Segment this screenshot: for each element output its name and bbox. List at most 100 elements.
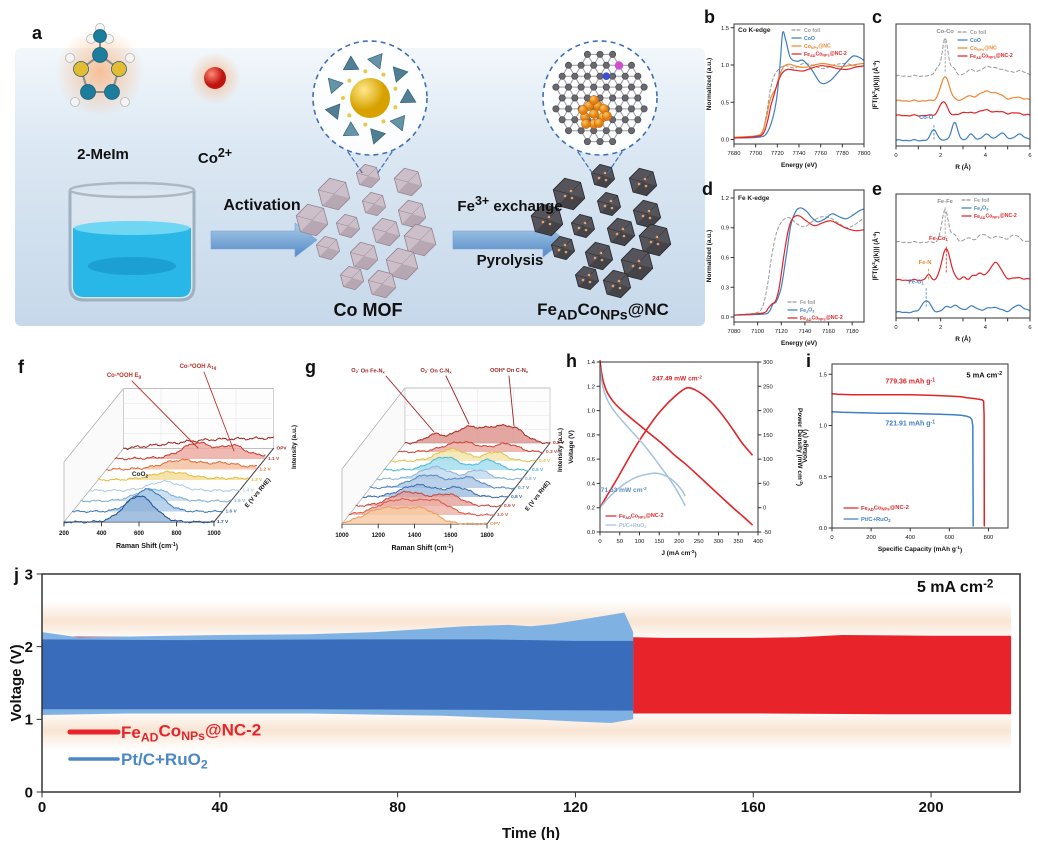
svg-text:Pt/C+RuO2: Pt/C+RuO2 bbox=[861, 517, 891, 523]
svg-text:0.9 V: 0.9 V bbox=[504, 503, 516, 509]
svg-text:Fe-N: Fe-N bbox=[919, 260, 932, 266]
svg-text:1.2: 1.2 bbox=[721, 196, 729, 202]
svg-text:R (Å): R (Å) bbox=[955, 334, 971, 343]
fe-exafs-chart: 0 2 4 6 R (Å) |FT(k3χ(k))| (Å-4) Fe-Fe Fe-Co1 Fe… bbox=[871, 193, 1032, 343]
svg-text:200: 200 bbox=[674, 539, 684, 545]
svg-text:80: 80 bbox=[389, 799, 406, 816]
svg-text:400: 400 bbox=[753, 539, 763, 545]
svg-text:FeADCoNPs@NC-2: FeADCoNPs@NC-2 bbox=[974, 213, 1017, 220]
svg-text:|FT(k3χ(k))| (Å-4): |FT(k3χ(k))| (Å-4) bbox=[871, 61, 881, 110]
svg-text:600: 600 bbox=[134, 531, 145, 537]
svg-text:200: 200 bbox=[763, 409, 773, 415]
fe-exchange-label: Fe3+ exchange bbox=[457, 194, 563, 215]
svg-text:0.8 V: 0.8 V bbox=[511, 494, 523, 500]
svg-text:CoO: CoO bbox=[970, 38, 981, 44]
svg-text:200: 200 bbox=[866, 535, 876, 541]
svg-text:0.6 V: 0.6 V bbox=[525, 476, 537, 482]
svg-text:R (Å): R (Å) bbox=[955, 162, 971, 171]
svg-text:0.3: 0.3 bbox=[721, 285, 729, 291]
svg-text:1.2 V: 1.2 V bbox=[260, 467, 272, 473]
svg-text:Fe-Fe: Fe-Fe bbox=[937, 199, 953, 205]
svg-text:0.6: 0.6 bbox=[587, 457, 595, 463]
svg-text:Co foil: Co foil bbox=[970, 30, 987, 36]
svg-text:1000: 1000 bbox=[335, 533, 349, 539]
svg-text:600: 600 bbox=[944, 535, 954, 541]
svg-text:FeADCoNPs@NC-2: FeADCoNPs@NC-2 bbox=[970, 53, 1013, 60]
svg-text:0.2 V: 0.2 V bbox=[553, 440, 565, 446]
svg-text:0.0: 0.0 bbox=[587, 530, 595, 536]
svg-text:1.0: 1.0 bbox=[721, 63, 729, 69]
svg-text:-50: -50 bbox=[763, 530, 771, 536]
svg-text:800: 800 bbox=[171, 531, 182, 537]
raman-waterfall-oer-chart: OPV 1.1 V 1.2 V 1.3 V 1.4 V 1.5 V 1.6 V 1.7 V 20… bbox=[59, 364, 298, 551]
svg-text:7700: 7700 bbox=[749, 151, 762, 157]
svg-text:J (mA cm-2): J (mA cm-2) bbox=[661, 549, 696, 558]
svg-text:Voltage (V): Voltage (V) bbox=[568, 430, 575, 463]
svg-text:0.4 V: 0.4 V bbox=[539, 458, 551, 464]
svg-text:0.3 V: 0.3 V bbox=[546, 449, 558, 455]
svg-text:Raman Shift (cm-1): Raman Shift (cm-1) bbox=[116, 542, 178, 551]
panel-letter-i: i bbox=[806, 351, 812, 371]
svg-text:0.4: 0.4 bbox=[587, 481, 596, 487]
svg-text:1.2: 1.2 bbox=[587, 384, 595, 390]
svg-text:7160: 7160 bbox=[822, 329, 835, 335]
svg-text:OPV: OPV bbox=[277, 446, 288, 452]
synthesis-scheme-graphic bbox=[15, 23, 705, 326]
svg-text:Normalized (a.u.): Normalized (a.u.) bbox=[706, 58, 713, 110]
svg-text:CoNPs@NC: CoNPs@NC bbox=[970, 45, 997, 51]
svg-text:0.5: 0.5 bbox=[819, 475, 827, 481]
panel-letter-c: c bbox=[872, 7, 883, 27]
svg-text:FeADCoNPs@NC-2: FeADCoNPs@NC-2 bbox=[121, 720, 261, 744]
svg-text:50: 50 bbox=[617, 539, 623, 545]
panel-letter-g: g bbox=[305, 357, 316, 377]
svg-text:2: 2 bbox=[939, 325, 942, 331]
co-exafs-chart: 0 2 4 6 R (Å) |FT(k3χ(k))| (Å-4) Co-Co Co-O Co f… bbox=[871, 23, 1032, 171]
svg-text:7740: 7740 bbox=[793, 151, 806, 157]
panel-letter-e: e bbox=[872, 179, 883, 199]
svg-text:1200: 1200 bbox=[372, 533, 386, 539]
svg-text:200: 200 bbox=[919, 799, 944, 816]
panel-a: 2-MeIm Co2+ Activation Fe3+ exchange Pyr… bbox=[0, 0, 705, 340]
svg-text:300: 300 bbox=[714, 539, 724, 545]
svg-text:5 mA cm-2: 5 mA cm-2 bbox=[966, 370, 1002, 379]
svg-text:Fe-Co1: Fe-Co1 bbox=[929, 236, 948, 242]
svg-text:4: 4 bbox=[984, 153, 988, 159]
svg-text:Power Density (mW cm-2): Power Density (mW cm-2) bbox=[795, 408, 804, 486]
svg-text:0.0: 0.0 bbox=[721, 315, 729, 321]
svg-text:2: 2 bbox=[939, 153, 942, 159]
svg-text:100: 100 bbox=[635, 539, 645, 545]
svg-text:0.5 V: 0.5 V bbox=[532, 467, 544, 473]
panel-letter-a: a bbox=[32, 23, 43, 43]
molecule-label: 2-MeIm bbox=[77, 146, 129, 163]
polarization-power-chart: 0 50 100 150 200 250 300 350 400 0.0 0.2 0.4 0.6 0.8 1… bbox=[568, 360, 804, 558]
svg-text:1600: 1600 bbox=[444, 533, 458, 539]
svg-text:1: 1 bbox=[25, 712, 33, 729]
svg-text:350: 350 bbox=[733, 539, 743, 545]
svg-text:1.4 V: 1.4 V bbox=[243, 488, 255, 494]
svg-text:100: 100 bbox=[763, 457, 773, 463]
svg-text:0: 0 bbox=[763, 506, 766, 512]
svg-text:Co-O: Co-O bbox=[919, 115, 934, 121]
svg-text:1.5: 1.5 bbox=[721, 26, 729, 32]
svg-text:1.4: 1.4 bbox=[587, 360, 596, 366]
svg-text:FeADCoNPs@NC-2: FeADCoNPs@NC-2 bbox=[804, 51, 847, 58]
panel-letter-b: b bbox=[704, 7, 715, 27]
svg-text:1.5: 1.5 bbox=[819, 372, 827, 378]
svg-text:4: 4 bbox=[984, 325, 988, 331]
svg-text:7100: 7100 bbox=[751, 329, 764, 335]
svg-text:800: 800 bbox=[984, 535, 994, 541]
svg-text:7120: 7120 bbox=[775, 329, 788, 335]
svg-text:Fe-O1: Fe-O1 bbox=[908, 280, 924, 286]
svg-text:Co-*OOH A1g: Co-*OOH A1g bbox=[180, 364, 217, 370]
svg-text:5 mA cm-2: 5 mA cm-2 bbox=[917, 578, 993, 596]
svg-text:FeADCoNPs@NC-2: FeADCoNPs@NC-2 bbox=[619, 513, 663, 520]
svg-text:1.0 V: 1.0 V bbox=[497, 512, 509, 518]
svg-text:200: 200 bbox=[59, 531, 70, 537]
svg-text:7140: 7140 bbox=[798, 329, 811, 335]
svg-text:50: 50 bbox=[763, 481, 769, 487]
svg-text:300: 300 bbox=[763, 360, 773, 366]
svg-text:400: 400 bbox=[96, 531, 107, 537]
svg-text:7180: 7180 bbox=[846, 329, 859, 335]
svg-text:0: 0 bbox=[598, 539, 601, 545]
svg-text:1.6 V: 1.6 V bbox=[226, 509, 238, 515]
